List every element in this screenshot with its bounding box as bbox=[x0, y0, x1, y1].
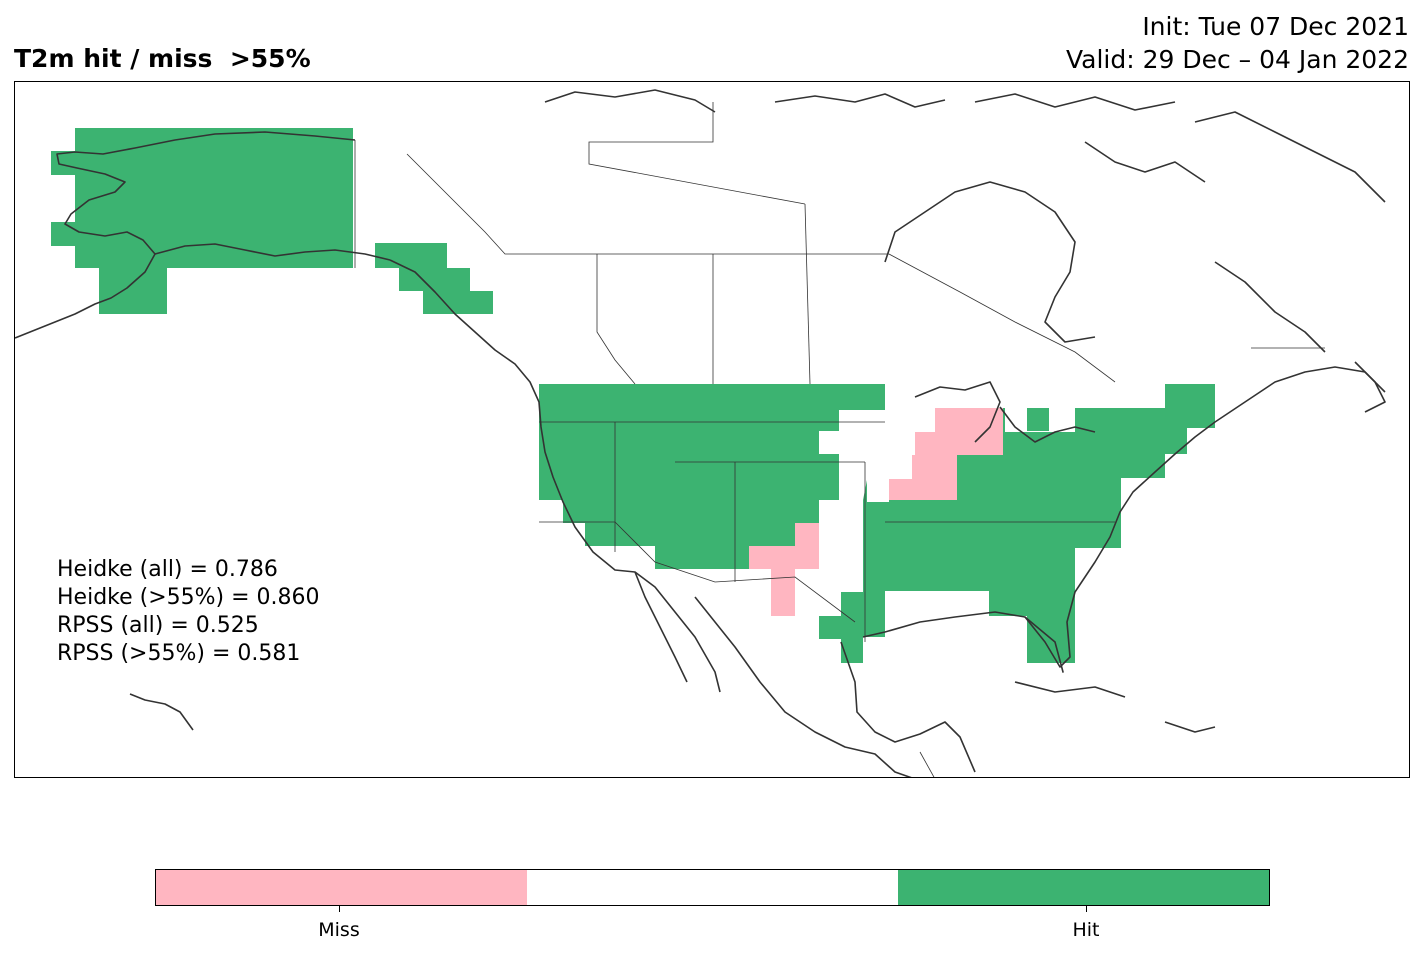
colorbar-tick-hit bbox=[1086, 906, 1087, 912]
valid-period: Valid: 29 Dec – 04 Jan 2022 bbox=[1065, 45, 1409, 74]
rpss-all-score: RPSS (all) = 0.525 bbox=[57, 613, 259, 638]
colorbar-hit-label: Hit bbox=[1072, 919, 1100, 941]
colorbar-miss-label: Miss bbox=[318, 919, 360, 941]
colorbar-tick-miss bbox=[339, 906, 340, 912]
hit-cells-conus bbox=[539, 384, 1215, 663]
hit-cells-alaska bbox=[51, 128, 493, 314]
forecast-dates: Init: Tue 07 Dec 2021 Valid: 29 Dec – 04… bbox=[1066, 10, 1409, 76]
political-borders bbox=[354, 102, 1325, 777]
map-canvas bbox=[15, 89, 1386, 777]
colorbar bbox=[155, 869, 1270, 906]
init-date: Init: Tue 07 Dec 2021 bbox=[1142, 12, 1409, 41]
heidke-all-score: Heidke (all) = 0.786 bbox=[57, 557, 278, 582]
coastlines bbox=[15, 89, 1386, 777]
rpss-55-score: RPSS (>55%) = 0.581 bbox=[57, 641, 301, 666]
colorbar-miss-segment bbox=[156, 870, 527, 905]
skill-scores: Heidke (all) = 0.786 Heidke (>55%) = 0.8… bbox=[57, 556, 320, 668]
heidke-55-score: Heidke (>55%) = 0.860 bbox=[57, 585, 320, 610]
map-title: T2m hit / miss >55% bbox=[14, 44, 311, 73]
colorbar-hit-segment bbox=[898, 870, 1269, 905]
miss-cells bbox=[749, 408, 1003, 616]
colorbar-neutral-segment bbox=[527, 870, 898, 905]
map-panel bbox=[14, 81, 1410, 778]
